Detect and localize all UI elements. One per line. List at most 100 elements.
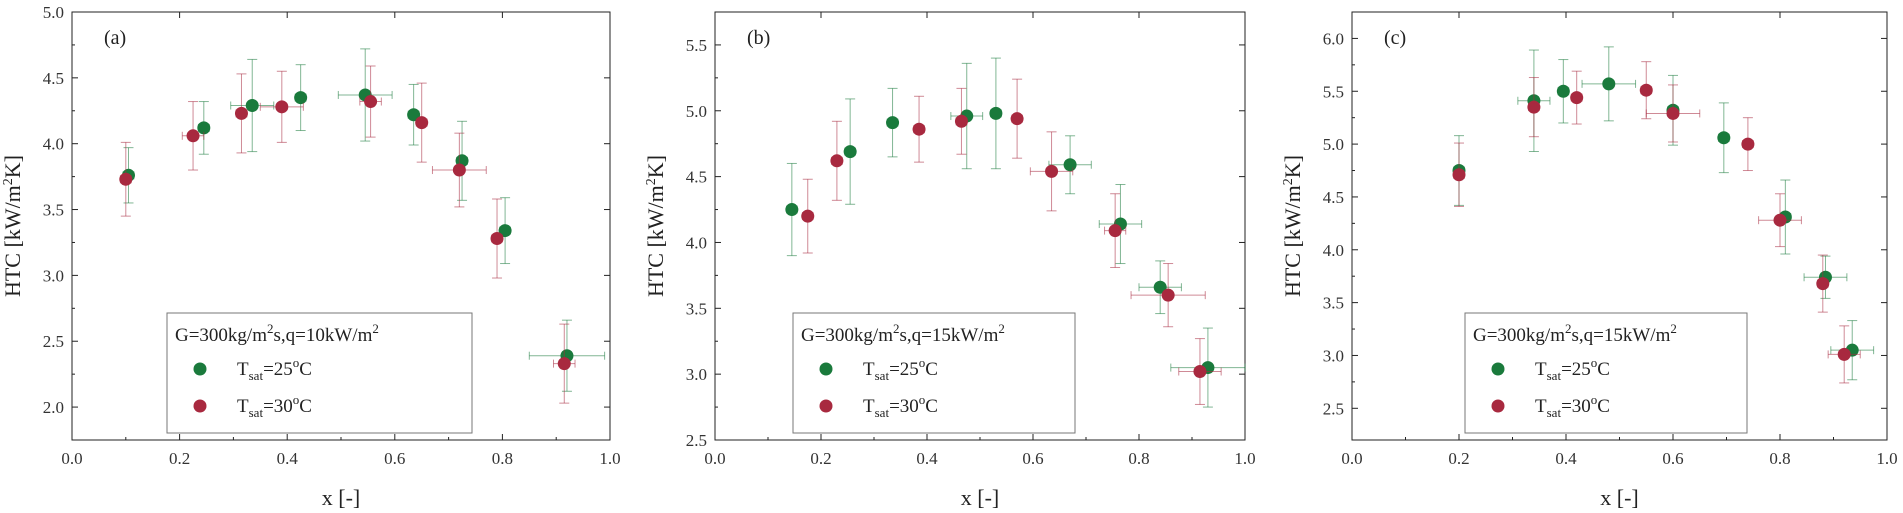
legend-entry-text: C	[925, 396, 938, 417]
series-tsat-30	[801, 78, 1222, 405]
legend-title: G=300kg/m2s,q=15kW/m2	[801, 321, 1005, 346]
data-point	[415, 116, 429, 130]
legend-entry-text: T	[863, 359, 875, 380]
x-tick-label: 1.0	[1876, 449, 1897, 468]
y-tick-label: 2.5	[1323, 399, 1344, 418]
y-tick-label: 5.0	[43, 3, 64, 22]
legend-marker	[1491, 399, 1505, 413]
legend-marker	[819, 362, 833, 376]
data-point	[557, 357, 571, 371]
legend-box	[792, 312, 1076, 434]
y-axis-label-text: K]	[0, 155, 25, 178]
data-point	[119, 172, 133, 186]
data-point	[989, 106, 1003, 120]
x-tick-label: 0.6	[384, 449, 405, 468]
y-tick-label: 2.0	[43, 398, 64, 417]
x-tick-label: 0.8	[1128, 449, 1149, 468]
legend-title-sup: 2	[1565, 321, 1572, 336]
data-point	[275, 100, 289, 114]
legend-entry-text: T	[1535, 359, 1547, 380]
legend-entry: Tsat=25oC	[1535, 355, 1610, 383]
legend-entry-text: =25	[1561, 359, 1591, 380]
series-tsat-25	[785, 57, 1246, 408]
legend-entry-text: =30	[263, 396, 293, 417]
y-axis-label-text: K]	[643, 155, 668, 178]
x-tick-label: 1.0	[599, 449, 620, 468]
data-point	[1837, 347, 1851, 361]
data-point	[1816, 277, 1830, 291]
legend-entry-text: =30	[889, 396, 919, 417]
legend-entry: Tsat=25oC	[237, 355, 312, 383]
legend-entry-sub: sat	[249, 368, 264, 383]
x-axis-label: x [-]	[322, 485, 360, 510]
y-axis-label-text: K]	[1280, 155, 1305, 178]
x-tick-label: 0.4	[1555, 449, 1577, 468]
x-tick-label: 0.8	[492, 449, 513, 468]
data-point	[294, 91, 308, 105]
legend-entry-text: C	[299, 359, 312, 380]
legend-box	[166, 312, 473, 434]
x-tick-label: 0.2	[810, 449, 831, 468]
data-point	[186, 129, 200, 143]
legend-entry-sup: o	[1591, 392, 1598, 407]
data-point	[1153, 280, 1167, 294]
data-point	[234, 106, 248, 120]
legend-marker	[193, 362, 207, 376]
legend-entry-sup: o	[1591, 355, 1598, 370]
legend-entry-text: =25	[263, 359, 293, 380]
y-tick-label: 3.5	[43, 201, 64, 220]
y-tick-label: 4.0	[686, 233, 707, 252]
x-tick-label: 0.4	[916, 449, 938, 468]
data-point	[1773, 213, 1787, 227]
panel-c: 0.0 0.2 0.4 0.6 0.8 1.0 2.5 3.0 3.5 4.0 4.5 5.0 5.5 6…	[1280, 11, 1898, 510]
legend-title: G=300kg/m2s,q=10kW/m2	[175, 321, 379, 346]
legend-title-sup: 2	[372, 321, 379, 336]
y-tick-label: 5.5	[1323, 82, 1344, 101]
legend-title-sup: 2	[267, 321, 274, 336]
x-axis-label: x [-]	[961, 485, 999, 510]
data-point	[1717, 131, 1731, 145]
legend-entry-sub: sat	[875, 405, 890, 420]
data-point	[912, 122, 926, 136]
y-axis-label-sup: 2	[1281, 178, 1296, 185]
data-point	[1063, 158, 1077, 172]
y-tick-label: 6.0	[1323, 29, 1344, 48]
legend-entry-sup: o	[919, 392, 926, 407]
legend-box	[1464, 312, 1748, 434]
data-point	[1045, 164, 1059, 178]
panel-label: (c)	[1384, 27, 1406, 49]
y-tick-label: 4.0	[1323, 241, 1344, 260]
data-point	[1570, 91, 1584, 105]
y-tick-label: 4.0	[43, 135, 64, 154]
y-tick-label: 4.5	[1323, 188, 1344, 207]
data-point	[886, 116, 900, 130]
y-tick-label: 2.5	[43, 332, 64, 351]
data-point	[364, 95, 378, 109]
legend-entry-sub: sat	[875, 368, 890, 383]
y-axis-label: HTC [kW/m2K]	[1280, 155, 1305, 297]
y-axis-label: HTC [kW/m2K]	[0, 155, 25, 297]
legend-entry-sup: o	[293, 392, 300, 407]
y-tick-label: 4.5	[686, 168, 707, 187]
panel-b: 0.0 0.2 0.4 0.6 0.8 1.0 2.5 3.0 3.5 4.0 4.5 5.0 5.5 x…	[643, 11, 1256, 510]
legend-marker	[193, 399, 207, 413]
x-tick-label: 1.0	[1234, 449, 1255, 468]
x-tick-label: 0.4	[277, 449, 299, 468]
y-tick-label: 4.5	[43, 69, 64, 88]
data-point	[1161, 288, 1175, 302]
legend-entry-text: T	[1535, 396, 1547, 417]
data-point	[498, 224, 512, 238]
legend-title-sup: 2	[893, 321, 900, 336]
legend-entry-text: T	[237, 359, 249, 380]
legend-title-sup: 2	[998, 321, 1005, 336]
data-point	[830, 154, 844, 168]
panel-label: (b)	[747, 27, 770, 49]
y-tick-label: 3.0	[1323, 346, 1344, 365]
x-tick-label: 0.6	[1662, 449, 1683, 468]
legend-marker	[1491, 362, 1505, 376]
y-axis-label-sup: 2	[644, 178, 659, 185]
legend-entry-sub: sat	[1547, 405, 1562, 420]
